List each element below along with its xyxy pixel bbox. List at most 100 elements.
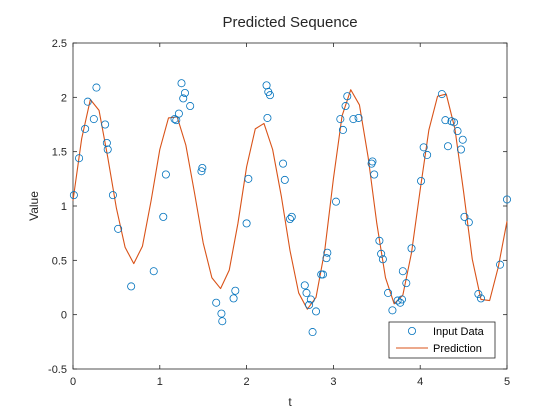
- y-tick-label: 0.5: [52, 255, 67, 267]
- legend: Input Data Prediction: [388, 321, 496, 359]
- input-data-point: [92, 83, 101, 92]
- input-data-point: [476, 294, 485, 303]
- input-data-point: [458, 135, 467, 144]
- input-data-point: [89, 115, 98, 124]
- input-data-point: [114, 224, 123, 233]
- plot-area: 0 1 2 3 4 5-0.500.511.522.5: [48, 38, 511, 388]
- input-data-point: [161, 170, 170, 179]
- input-data-point: [393, 296, 402, 305]
- input-data-point: [170, 115, 179, 124]
- legend-box: [388, 321, 496, 359]
- input-data-point: [336, 115, 345, 124]
- y-tick-label: 1.5: [52, 147, 67, 159]
- input-data-point: [285, 215, 294, 224]
- input-data-point: [83, 97, 92, 106]
- input-data-point: [102, 138, 111, 147]
- input-data-point: [368, 157, 377, 166]
- input-data-point: [180, 88, 189, 97]
- input-data-point: [453, 127, 462, 136]
- legend-marker-input-data: [407, 326, 416, 335]
- input-data-point: [279, 159, 288, 168]
- legend-label-input-data: Input Data: [433, 326, 485, 338]
- input-data-point: [101, 120, 110, 129]
- chart-title: Predicted Sequence: [222, 14, 357, 31]
- x-tick-label: 5: [504, 376, 510, 388]
- input-data-point: [186, 102, 195, 111]
- input-data-point: [280, 175, 289, 184]
- axis-ticks: [72, 42, 508, 370]
- input-data-point: [218, 317, 227, 326]
- input-data-point: [312, 307, 321, 316]
- y-axis-label: Value: [27, 191, 41, 221]
- input-data-point: [81, 124, 90, 133]
- input-data-point: [419, 143, 428, 152]
- input-data-point: [388, 306, 397, 315]
- input-data-point: [212, 298, 221, 307]
- input-data-point: [174, 109, 183, 118]
- input-data-point: [377, 249, 386, 258]
- input-data-point: [322, 254, 331, 263]
- input-data-point: [149, 267, 158, 276]
- input-data-point: [127, 282, 136, 291]
- y-tick-label: 0: [61, 310, 67, 322]
- x-axis-label: t: [288, 395, 292, 409]
- input-data-point: [370, 170, 379, 179]
- input-data-point: [266, 91, 275, 100]
- x-tick-label: 0: [70, 376, 76, 388]
- y-tick-label: -0.5: [48, 364, 67, 376]
- input-data-point: [302, 288, 311, 297]
- input-data-point: [300, 281, 309, 290]
- input-data-point: [287, 212, 296, 221]
- input-data-point: [349, 115, 358, 124]
- input-data-point: [75, 154, 84, 163]
- axes-box: [72, 42, 508, 370]
- input-data-point: [263, 113, 272, 122]
- input-data-point: [460, 212, 469, 221]
- input-data-point: [69, 191, 78, 200]
- input-data-point: [338, 125, 347, 134]
- input-data-point: [217, 309, 226, 318]
- input-data-point: [343, 92, 352, 101]
- input-data-point: [441, 116, 450, 125]
- input-data-point: [417, 177, 426, 186]
- input-data-point: [402, 279, 411, 288]
- input-data-point: [179, 94, 188, 103]
- y-tick-label: 2.5: [52, 38, 67, 50]
- input-data-point: [397, 295, 406, 304]
- input-data-point: [306, 295, 315, 304]
- input-data-point: [331, 197, 340, 206]
- input-data-point: [177, 79, 186, 88]
- input-data-point: [244, 174, 253, 183]
- input-data-point: [423, 150, 432, 159]
- input-data-point: [456, 145, 465, 154]
- input-data-point: [437, 90, 446, 99]
- input-data-point: [308, 328, 317, 337]
- axis-tick-labels: 0 1 2 3 4 5-0.500.511.522.5: [48, 38, 510, 388]
- input-data-point: [103, 145, 112, 154]
- input-data-point: [375, 236, 384, 245]
- input-data-point: [108, 191, 117, 200]
- y-tick-label: 2: [61, 92, 67, 104]
- x-tick-label: 2: [244, 376, 250, 388]
- input-data-point: [159, 212, 168, 221]
- legend-label-prediction: Prediction: [433, 343, 482, 355]
- prediction-line: [72, 89, 508, 310]
- input-data-point: [341, 102, 350, 111]
- input-data-point: [229, 294, 238, 303]
- input-data-point: [354, 113, 363, 122]
- input-data-point: [464, 218, 473, 227]
- x-tick-label: 1: [157, 376, 163, 388]
- y-tick-label: 1: [61, 201, 67, 213]
- input-data-point: [231, 286, 240, 295]
- input-data-point: [443, 142, 452, 151]
- input-data-point: [474, 290, 483, 299]
- input-data-point: [450, 118, 459, 127]
- input-data-point: [407, 244, 416, 253]
- input-data-point: [242, 219, 251, 228]
- input-data-point: [496, 260, 505, 269]
- x-tick-label: 4: [417, 376, 423, 388]
- x-tick-label: 3: [330, 376, 336, 388]
- input-data-point: [384, 288, 393, 297]
- input-data-point: [378, 255, 387, 264]
